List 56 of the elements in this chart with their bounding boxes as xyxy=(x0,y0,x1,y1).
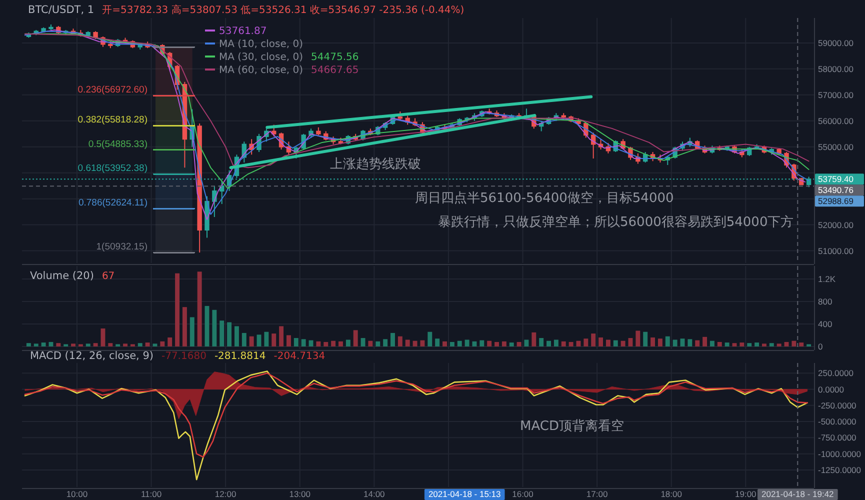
series-label: 0.236(56972.60) xyxy=(78,84,148,96)
annotation: 67 xyxy=(102,271,115,282)
chart-subtitle: 开=53782.33 高=53807.53 低=53526.31 收=53546.97 -235.36 (-0.44%) xyxy=(102,4,464,16)
x-tick-label: 18:00 xyxy=(660,489,682,499)
annotation: 暴跌行情，只做反弹空单；所以56000很容易跌到54000下方 xyxy=(438,214,794,230)
series-label: 0.382(55818.28) xyxy=(78,114,148,126)
y-tick-label: -250.0000 xyxy=(818,400,857,410)
series-label: 1(50932.15) xyxy=(96,242,148,253)
y-tick-label: 57000.00 xyxy=(818,90,854,100)
text: -204.7134 xyxy=(274,351,326,362)
x-tick-label: 16:00 xyxy=(512,489,534,499)
legend-label: MA (10, close, 0) xyxy=(219,39,304,50)
y-tick-label: 56000.00 xyxy=(818,116,854,126)
y-tick-label: 250.0000 xyxy=(818,368,854,378)
y-tick-label: 800 xyxy=(818,296,832,306)
annotation: 54475.56 xyxy=(311,52,359,63)
y-tick-label: -500.0000 xyxy=(818,416,857,427)
legend-label: MA (60, close, 0) xyxy=(219,65,304,76)
x-tick-label: 12:00 xyxy=(214,489,236,499)
x-tick-label: 13:00 xyxy=(289,489,311,499)
y-tick-label: 0 xyxy=(818,341,823,352)
y-tick-label: -750.0000 xyxy=(818,432,857,443)
ref-line-label: 53759.40 xyxy=(818,174,854,184)
chart-title: Volume (20) xyxy=(30,270,94,282)
chart-title: MACD (12, 26, close, 9) xyxy=(30,350,154,362)
y-tick-label: 1.2K xyxy=(818,274,836,284)
annotation: 53761.87 xyxy=(219,26,267,37)
text: 2021-04-18 - 15:13 xyxy=(428,489,502,499)
legend-label: MA (30, close, 0) xyxy=(219,52,304,63)
annotation: 周日四点半56100-56400做空，目标54000 xyxy=(415,191,674,206)
x-tick-label: 17:00 xyxy=(586,489,608,499)
y-tick-label: 400 xyxy=(818,318,832,329)
text: -77.1680 xyxy=(161,351,206,362)
y-tick-label: 55000.00 xyxy=(818,142,854,152)
y-tick-label: 58000.00 xyxy=(818,64,854,74)
x-tick-label: 11:00 xyxy=(140,489,162,499)
text: 2021-04-18 - 19:42 xyxy=(761,489,834,499)
y-tick-label: 0.0000 xyxy=(818,384,844,394)
annotation: 54667.65 xyxy=(311,65,359,76)
x-tick-label: 14:00 xyxy=(364,489,386,499)
x-tick-label: 19:00 xyxy=(735,489,757,499)
y-tick-label: -1250.0000 xyxy=(818,464,862,475)
y-tick-label: -1000.0000 xyxy=(818,448,862,459)
x-tick-label: 10:00 xyxy=(66,489,88,499)
text: -281.8814 xyxy=(214,351,266,362)
series-label: 0.5(54885.33) xyxy=(88,138,148,150)
y-tick-label: 52000.00 xyxy=(818,220,854,230)
annotation: MACD顶背离看空 xyxy=(520,418,624,434)
series-label: 0.786(52624.11) xyxy=(78,198,148,209)
y-tick-label: 51000.00 xyxy=(818,246,854,256)
chart-title: BTC/USDT, 1 xyxy=(28,4,94,16)
text: 52988.69 xyxy=(818,196,854,206)
ref-line-label: 53490.76 xyxy=(818,185,854,196)
y-tick-label: 59000.00 xyxy=(818,38,854,48)
series-label: 0.618(53952.38) xyxy=(78,163,148,174)
annotation: 上涨趋势线跌破 xyxy=(330,157,421,172)
